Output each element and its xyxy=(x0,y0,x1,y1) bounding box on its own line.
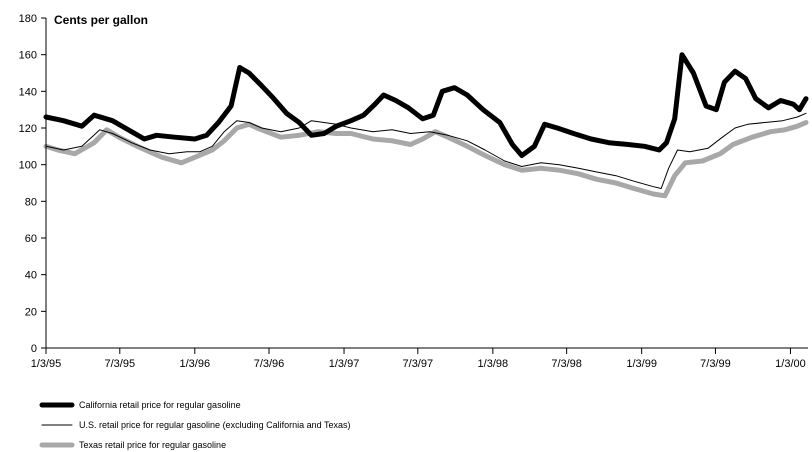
y-tick-label: 120 xyxy=(19,123,37,135)
x-tick-label: 1/3/99 xyxy=(626,358,657,370)
y-tick-label: 40 xyxy=(25,270,37,282)
y-tick-label: 60 xyxy=(25,233,37,245)
axes: 0 20 40 60 80 100 120 140 160 180 1/3/95 7/3/95 1/3/… xyxy=(19,13,808,370)
legend: California retail price for regular gaso… xyxy=(39,400,350,450)
x-tick-label: 7/3/98 xyxy=(551,358,582,370)
y-tick-label: 140 xyxy=(19,86,37,98)
x-tick-label: 1/3/95 xyxy=(31,358,62,370)
x-tick-label: 7/3/96 xyxy=(254,358,285,370)
y-tick-label: 0 xyxy=(31,343,37,355)
y-tick-label: 160 xyxy=(19,50,37,62)
y-axis-title: Cents per gallon xyxy=(54,13,148,27)
legend-label-2: Texas retail price for regular gasoline xyxy=(79,440,226,450)
x-tick-label: 7/3/99 xyxy=(700,358,731,370)
x-tick-label: 7/3/95 xyxy=(104,358,135,370)
y-tick-label: 180 xyxy=(19,13,37,25)
x-tick-label: 1/3/96 xyxy=(180,358,211,370)
y-tick-label: 100 xyxy=(19,160,37,172)
x-tick-label: 1/3/98 xyxy=(478,358,509,370)
x-tick-label: 1/3/97 xyxy=(329,358,360,370)
series-line-0 xyxy=(43,52,809,158)
y-tick-label: 80 xyxy=(25,196,37,208)
series-line-1 xyxy=(45,112,807,189)
x-tick-label: 1/3/00 xyxy=(775,358,806,370)
series-line-2 xyxy=(43,120,809,199)
y-tick-label: 20 xyxy=(25,306,37,318)
series-lines xyxy=(43,52,809,199)
legend-label-0: California retail price for regular gaso… xyxy=(79,400,241,410)
legend-label-1: U.S. retail price for regular gasoline (… xyxy=(79,420,350,430)
x-tick-label: 7/3/97 xyxy=(403,358,434,370)
